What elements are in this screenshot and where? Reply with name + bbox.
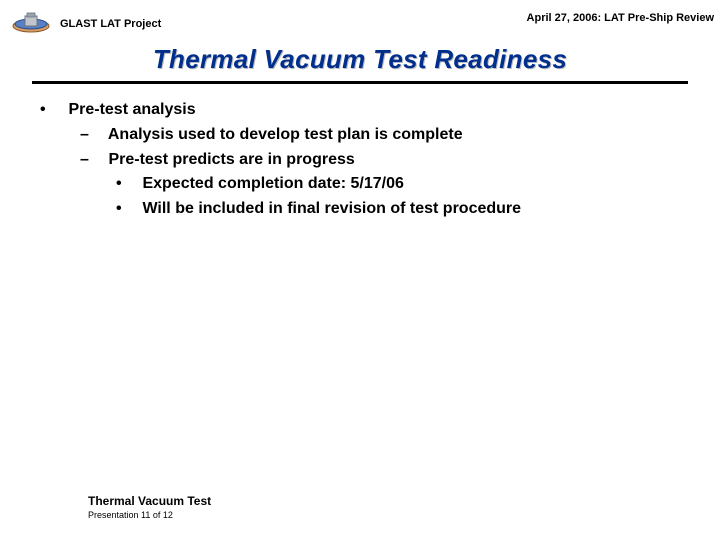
header-left: GLAST LAT Project [10,10,161,38]
footer-title: Thermal Vacuum Test [88,494,211,508]
bullet-text: Analysis used to develop test plan is co… [108,126,463,143]
bullet-text: Pre-test predicts are in progress [108,151,354,168]
slide-header: GLAST LAT Project April 27, 2006: LAT Pr… [0,0,720,38]
bullet-l2: Analysis used to develop test plan is co… [80,123,680,148]
slide-title: Thermal Vacuum Test Readiness [0,44,720,75]
bullet-text: Expected completion date: 5/17/06 [142,175,403,192]
bullet-l1: Pre-test analysis Analysis used to devel… [40,98,680,222]
bullet-l3: Will be included in final revision of te… [116,197,680,222]
slide-footer: Thermal Vacuum Test Presentation 11 of 1… [88,494,211,520]
bullet-l2: Pre-test predicts are in progress Expect… [80,148,680,222]
project-name: GLAST LAT Project [60,18,161,30]
bullet-text: Will be included in final revision of te… [142,200,521,217]
slide-body: Pre-test analysis Analysis used to devel… [0,84,720,222]
bullet-l3: Expected completion date: 5/17/06 [116,172,680,197]
bullet-text: Pre-test analysis [68,101,195,118]
footer-page-number: Presentation 11 of 12 [88,510,211,520]
glast-logo-icon [10,10,52,38]
header-date: April 27, 2006: LAT Pre-Ship Review [527,10,714,24]
